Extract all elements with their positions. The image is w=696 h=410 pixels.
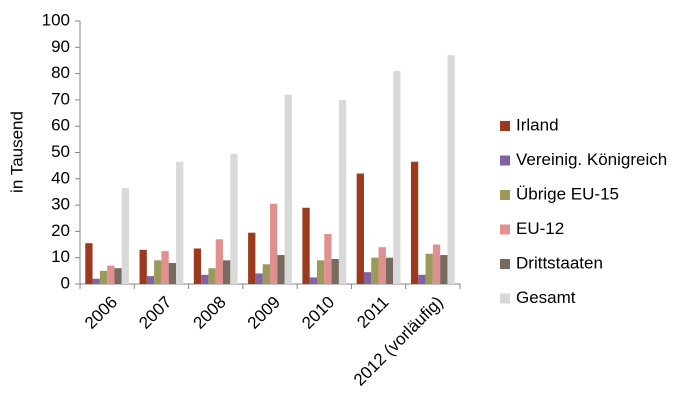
x-tick-label: 2010	[298, 293, 338, 333]
bar	[176, 161, 184, 284]
y-tick-label: 80	[51, 63, 70, 82]
y-tick-label: 40	[51, 168, 70, 187]
bar	[121, 188, 130, 284]
bar	[92, 278, 100, 284]
y-tick-label: 0	[61, 273, 70, 292]
bar	[146, 276, 155, 284]
bar	[338, 99, 347, 285]
bar	[371, 257, 379, 284]
legend-swatch	[500, 224, 510, 235]
legend-label: Gesamt	[516, 288, 576, 307]
legend-swatch	[500, 155, 510, 166]
bar	[201, 274, 209, 284]
x-tick-label: 2006	[81, 293, 121, 333]
bar	[193, 248, 202, 284]
bar	[447, 55, 455, 284]
y-tick-label: 20	[51, 221, 70, 240]
legend-label: Irland	[516, 115, 559, 134]
y-tick-label: 30	[51, 195, 70, 214]
bar	[393, 70, 401, 284]
bar	[139, 249, 147, 284]
bar	[363, 272, 372, 284]
bar	[309, 277, 317, 284]
bar	[331, 259, 339, 284]
bar	[255, 273, 263, 284]
x-tick-label: 2011	[353, 293, 392, 332]
y-tick-label: 70	[51, 89, 70, 108]
y-tick-label: 100	[42, 10, 70, 29]
y-tick-label: 10	[51, 247, 70, 266]
bar	[270, 203, 278, 284]
x-tick-label: 2008	[190, 293, 230, 333]
legend-label: Übrige EU-15	[516, 184, 619, 203]
bar	[418, 274, 426, 284]
bar	[215, 239, 224, 284]
legend-swatch	[500, 293, 510, 304]
legend-swatch	[500, 190, 510, 200]
bar	[248, 232, 256, 284]
bar	[230, 153, 238, 284]
legend-label: Drittstaaten	[516, 253, 603, 272]
legend-label: EU-12	[516, 219, 564, 238]
bar	[284, 94, 292, 284]
bar	[99, 270, 108, 284]
legend-swatch	[500, 259, 510, 269]
bar	[440, 255, 448, 284]
bar	[223, 260, 231, 284]
bar	[262, 264, 270, 284]
bar	[410, 161, 419, 284]
y-tick-label: 90	[51, 37, 70, 56]
legend-swatch	[500, 121, 510, 131]
bar	[316, 260, 325, 284]
bar	[114, 268, 122, 284]
bar	[432, 244, 441, 284]
bar	[208, 268, 216, 284]
bar	[161, 251, 169, 284]
y-tick-label: 50	[51, 142, 70, 161]
y-tick-label: 60	[51, 116, 70, 135]
legend-label: Vereinig. Königreich	[516, 150, 667, 169]
bar	[324, 234, 332, 284]
bar	[168, 262, 177, 284]
bar	[356, 173, 364, 284]
x-tick-label: 2009	[244, 293, 284, 333]
bar	[85, 243, 93, 284]
bar	[277, 255, 285, 284]
bar	[378, 247, 386, 284]
bar	[302, 207, 310, 284]
bar	[425, 253, 433, 284]
bar	[385, 257, 394, 284]
x-tick-label: 2007	[135, 293, 175, 333]
y-axis-label: in Tausend	[7, 111, 26, 193]
bar	[107, 265, 115, 284]
bar	[154, 260, 162, 284]
